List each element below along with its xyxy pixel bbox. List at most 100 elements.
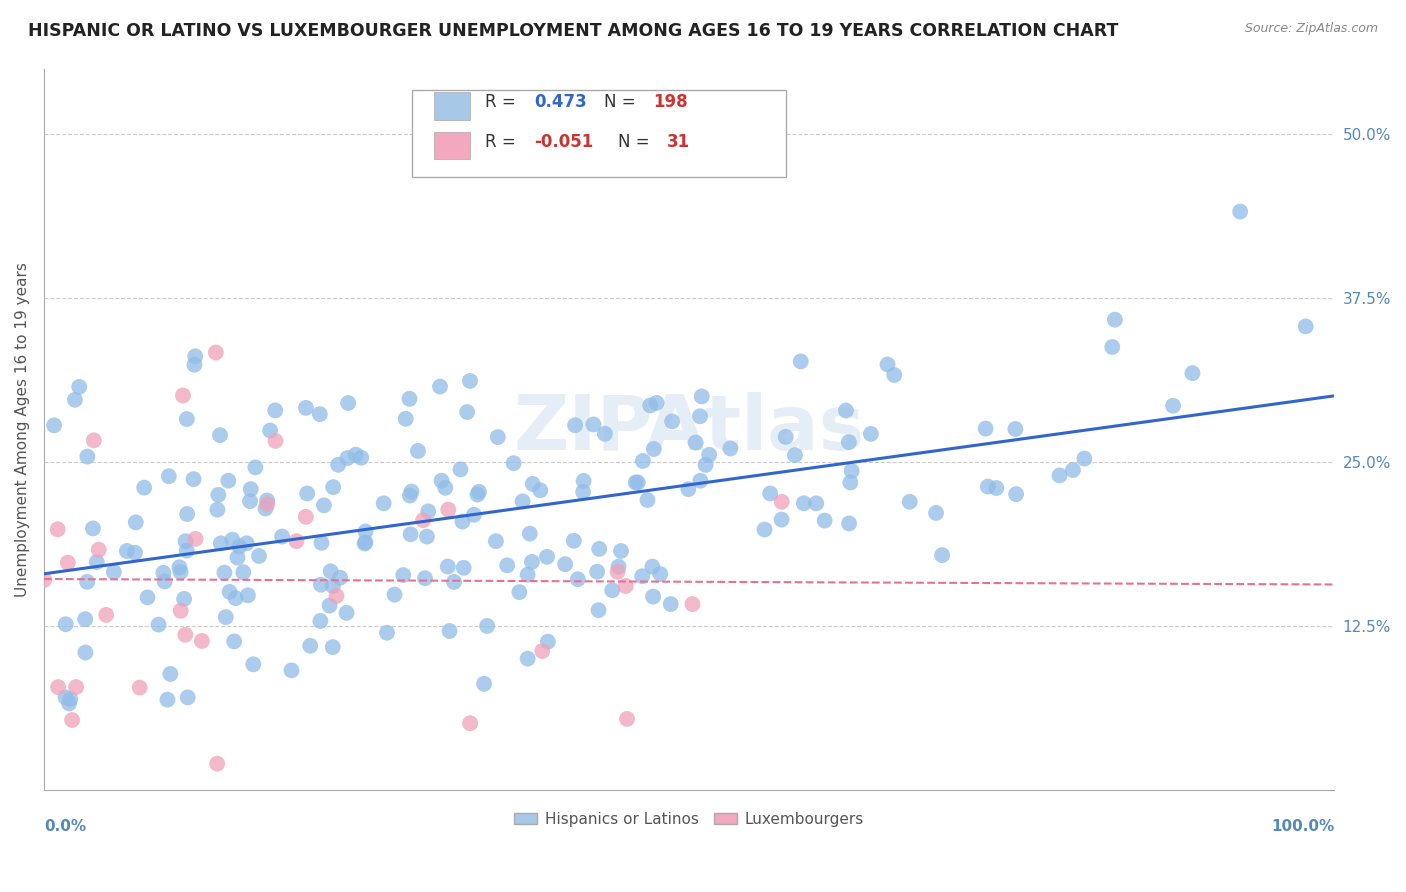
Point bbox=[322, 480, 344, 494]
Point bbox=[564, 418, 586, 433]
Point bbox=[55, 690, 77, 705]
Point bbox=[169, 565, 191, 579]
Point bbox=[183, 472, 205, 486]
Point bbox=[232, 566, 254, 580]
FancyBboxPatch shape bbox=[412, 90, 786, 177]
Point bbox=[582, 417, 605, 432]
Point bbox=[153, 574, 176, 589]
Point bbox=[205, 756, 228, 771]
Point bbox=[128, 681, 150, 695]
Legend: Hispanics or Latinos, Luxembourgers: Hispanics or Latinos, Luxembourgers bbox=[508, 805, 870, 833]
Point bbox=[572, 474, 595, 488]
Point bbox=[337, 396, 360, 410]
Point bbox=[775, 430, 797, 444]
Point bbox=[451, 515, 474, 529]
Point bbox=[876, 358, 898, 372]
Point bbox=[839, 475, 862, 490]
Point bbox=[413, 571, 436, 585]
Text: R =: R = bbox=[485, 94, 522, 112]
Point bbox=[783, 448, 806, 462]
Point bbox=[1101, 340, 1123, 354]
Point bbox=[271, 529, 294, 543]
Point bbox=[610, 544, 633, 558]
Point bbox=[245, 460, 267, 475]
Point bbox=[450, 462, 472, 476]
Point bbox=[690, 389, 713, 403]
Point bbox=[1104, 312, 1126, 326]
Point bbox=[134, 481, 156, 495]
Point bbox=[204, 345, 226, 359]
Point bbox=[309, 614, 332, 628]
Point bbox=[486, 430, 509, 444]
Point bbox=[103, 565, 125, 579]
Point bbox=[159, 667, 181, 681]
Point bbox=[456, 405, 478, 419]
Point bbox=[519, 526, 541, 541]
Point bbox=[638, 398, 661, 412]
Point bbox=[430, 474, 453, 488]
Point bbox=[59, 692, 82, 706]
Point bbox=[264, 403, 287, 417]
Point bbox=[859, 426, 882, 441]
Point bbox=[312, 498, 335, 512]
Point bbox=[42, 418, 65, 433]
Point bbox=[754, 523, 776, 537]
Point bbox=[295, 486, 318, 500]
Point bbox=[516, 651, 538, 665]
Text: 100.0%: 100.0% bbox=[1271, 819, 1334, 834]
Point bbox=[226, 550, 249, 565]
Point bbox=[925, 506, 948, 520]
Point bbox=[458, 716, 481, 731]
Point bbox=[631, 454, 654, 468]
Text: 0.473: 0.473 bbox=[534, 94, 586, 112]
Point bbox=[354, 524, 377, 539]
Point bbox=[67, 380, 90, 394]
Point bbox=[353, 536, 375, 550]
Point bbox=[1049, 468, 1071, 483]
Text: HISPANIC OR LATINO VS LUXEMBOURGER UNEMPLOYMENT AMONG AGES 16 TO 19 YEARS CORREL: HISPANIC OR LATINO VS LUXEMBOURGER UNEMP… bbox=[28, 22, 1119, 40]
Point bbox=[318, 599, 340, 613]
Point bbox=[322, 640, 344, 654]
Point bbox=[475, 619, 498, 633]
Point bbox=[977, 480, 1000, 494]
Point bbox=[344, 448, 367, 462]
Point bbox=[176, 543, 198, 558]
Point bbox=[458, 374, 481, 388]
Point bbox=[325, 589, 347, 603]
Point bbox=[256, 493, 278, 508]
Point bbox=[643, 590, 665, 604]
Point bbox=[429, 379, 451, 393]
Point bbox=[516, 567, 538, 582]
Point bbox=[631, 569, 654, 583]
Point bbox=[586, 565, 609, 579]
Point bbox=[174, 534, 197, 549]
Point bbox=[256, 497, 278, 511]
Point bbox=[295, 401, 318, 415]
Point bbox=[56, 556, 79, 570]
Point bbox=[172, 388, 194, 402]
Point bbox=[384, 588, 406, 602]
Point bbox=[242, 657, 264, 672]
Point bbox=[436, 559, 458, 574]
Point bbox=[319, 564, 342, 578]
Point bbox=[616, 712, 638, 726]
Point bbox=[593, 426, 616, 441]
Point bbox=[537, 634, 560, 648]
Point bbox=[280, 664, 302, 678]
Point bbox=[350, 450, 373, 465]
Point bbox=[373, 496, 395, 510]
Point bbox=[512, 494, 534, 508]
Point bbox=[174, 628, 197, 642]
Point bbox=[434, 481, 457, 495]
Point bbox=[485, 534, 508, 549]
Point bbox=[254, 501, 277, 516]
Point bbox=[235, 536, 257, 550]
Text: Source: ZipAtlas.com: Source: ZipAtlas.com bbox=[1244, 22, 1378, 36]
Point bbox=[209, 428, 232, 442]
Point bbox=[176, 507, 198, 521]
Point bbox=[336, 451, 359, 466]
Point bbox=[392, 568, 415, 582]
Point bbox=[1004, 422, 1026, 436]
Point bbox=[60, 713, 83, 727]
Point bbox=[214, 566, 236, 580]
